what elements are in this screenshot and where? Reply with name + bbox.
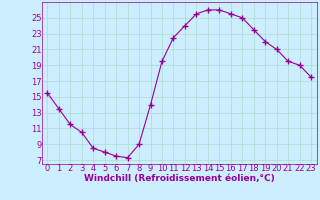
X-axis label: Windchill (Refroidissement éolien,°C): Windchill (Refroidissement éolien,°C) xyxy=(84,174,275,183)
